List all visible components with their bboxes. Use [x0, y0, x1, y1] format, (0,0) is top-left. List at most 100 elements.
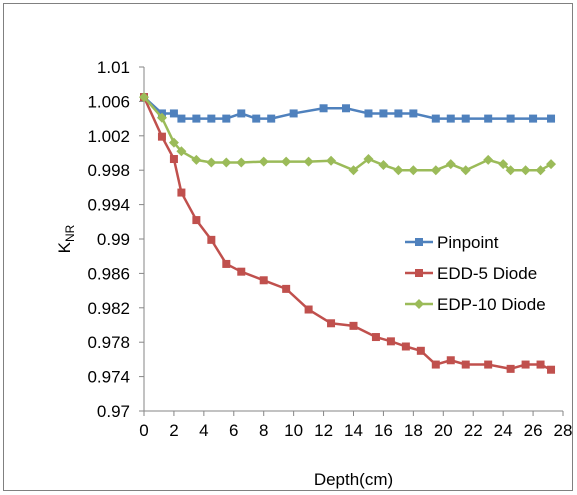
data-point-edd-5-diode [349, 321, 358, 330]
y-tick-label: 0.986 [87, 264, 130, 283]
data-point-pinpoint [529, 114, 538, 123]
data-point-pinpoint [169, 109, 178, 118]
y-tick-label: 0.998 [87, 161, 130, 180]
chart-frame [3, 3, 573, 491]
x-tick-label: 24 [494, 421, 513, 440]
data-point-edp-10-diode [520, 165, 531, 176]
data-point-edp-10-diode [156, 112, 167, 123]
data-point-edp-10-diode [483, 154, 494, 165]
data-point-edd-5-diode [521, 360, 530, 369]
data-point-edp-10-diode [326, 155, 337, 166]
x-tick-label: 12 [314, 421, 333, 440]
data-point-edp-10-diode [168, 137, 179, 148]
data-point-edd-5-diode [416, 346, 425, 355]
data-point-edd-5-diode [192, 216, 201, 225]
data-point-edp-10-diode [535, 165, 546, 176]
data-point-edd-5-diode [446, 356, 455, 365]
data-point-edd-5-diode [386, 337, 395, 346]
x-tick-label: 2 [169, 421, 178, 440]
x-tick-label: 0 [139, 421, 148, 440]
data-point-edd-5-diode [207, 235, 216, 244]
x-tick-label: 22 [464, 421, 483, 440]
data-point-edd-5-diode [177, 188, 186, 197]
data-point-edd-5-diode [327, 319, 336, 328]
data-point-pinpoint [484, 114, 493, 123]
data-point-edd-5-diode [237, 267, 246, 276]
data-point-edp-10-diode [206, 157, 217, 168]
legend-label-pinpoint: Pinpoint [437, 233, 499, 252]
data-point-edd-5-diode [506, 364, 515, 373]
x-tick-label: 6 [229, 421, 238, 440]
legend-label-edp-10-diode: EDP-10 Diode [437, 295, 546, 314]
data-point-pinpoint [177, 114, 186, 123]
data-point-edp-10-diode [191, 154, 202, 165]
data-point-edp-10-diode [498, 159, 509, 170]
data-point-pinpoint [207, 114, 216, 123]
data-point-pinpoint [222, 114, 231, 123]
data-point-edp-10-diode [258, 156, 269, 167]
data-point-edd-5-diode [401, 342, 410, 351]
series-pinpoint [140, 93, 556, 123]
data-point-edd-5-diode [371, 333, 380, 342]
data-point-pinpoint [431, 114, 440, 123]
data-point-pinpoint [289, 109, 298, 118]
data-point-pinpoint [547, 114, 556, 123]
data-point-edp-10-diode [281, 156, 292, 167]
data-point-edd-5-diode [547, 365, 556, 374]
axes [139, 66, 564, 416]
legend-entry-edp-10-diode: EDP-10 Diode [405, 295, 546, 314]
legend: Pinpoint EDD-5 Diode EDP-10 Diode [405, 233, 546, 314]
data-point-edp-10-diode [393, 165, 404, 176]
data-point-edd-5-diode [304, 305, 313, 314]
data-point-edd-5-diode [169, 155, 178, 164]
y-tick-labels: 0.97 0.974 0.978 0.982 0.986 0.99 0.994 0.998 1.… [87, 58, 130, 421]
data-point-edd-5-diode [484, 360, 493, 369]
x-tick-label: 18 [404, 421, 423, 440]
data-point-edp-10-diode [348, 165, 359, 176]
y-axis-title-subscript: NR [63, 224, 77, 242]
data-point-edp-10-diode [176, 146, 187, 157]
data-point-edp-10-diode [303, 156, 314, 167]
y-tick-label: 0.974 [87, 368, 130, 387]
data-point-pinpoint [364, 109, 373, 118]
y-axis-title: KNR [55, 224, 77, 253]
data-point-pinpoint [342, 104, 351, 113]
series-edd-5-diode [140, 93, 556, 374]
data-point-pinpoint [394, 109, 403, 118]
data-point-pinpoint [237, 109, 246, 118]
legend-marker-pinpoint [415, 238, 423, 246]
data-point-edd-5-diode [282, 284, 291, 293]
data-point-edp-10-diode [445, 159, 456, 170]
y-tick-label: 0.97 [97, 402, 130, 421]
data-point-edd-5-diode [461, 360, 470, 369]
x-tick-label: 10 [284, 421, 303, 440]
x-tick-label: 16 [374, 421, 393, 440]
x-tick-label: 28 [554, 421, 573, 440]
data-point-edp-10-diode [378, 160, 389, 171]
data-point-edp-10-diode [546, 159, 557, 170]
legend-label-edd-5-diode: EDD-5 Diode [437, 264, 537, 283]
data-point-edd-5-diode [222, 259, 231, 268]
x-tick-labels: 0 2 4 6 8 10 12 14 16 18 20 22 24 26 28 [139, 421, 572, 440]
y-tick-label: 1.006 [87, 92, 130, 111]
data-point-pinpoint [267, 114, 276, 123]
data-point-edp-10-diode [505, 165, 516, 176]
series-edp-10-diode [139, 92, 557, 176]
x-tick-label: 4 [199, 421, 208, 440]
data-point-pinpoint [252, 114, 261, 123]
y-tick-label: 0.978 [87, 333, 130, 352]
data-point-edp-10-diode [363, 154, 374, 165]
data-point-edp-10-diode [236, 157, 247, 168]
y-tick-label: 0.994 [87, 196, 130, 215]
data-point-edp-10-diode [430, 165, 441, 176]
data-point-pinpoint [446, 114, 455, 123]
data-point-edd-5-diode [431, 360, 440, 369]
series-group [139, 92, 557, 374]
legend-entry-edd-5-diode: EDD-5 Diode [405, 264, 537, 283]
y-tick-label: 1.002 [87, 127, 130, 146]
legend-entry-pinpoint: Pinpoint [405, 233, 499, 252]
legend-marker-edp-10-diode [414, 299, 424, 309]
data-point-pinpoint [379, 109, 388, 118]
x-tick-label: 14 [344, 421, 363, 440]
